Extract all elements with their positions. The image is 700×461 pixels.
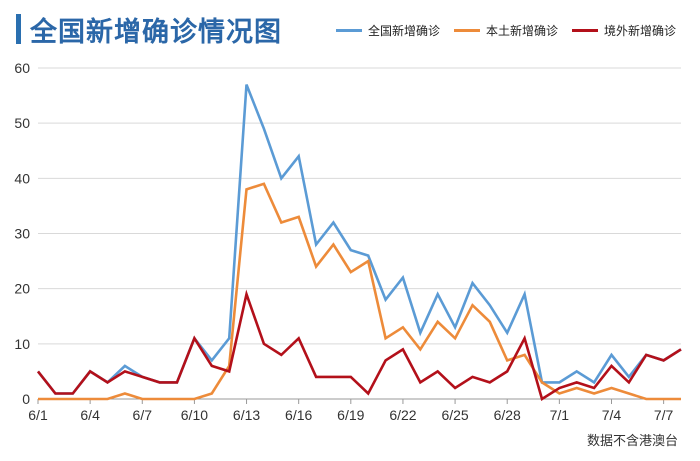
series-lines — [36, 84, 682, 402]
legend: 全国新增确诊 本土新增确诊 境外新增确诊 — [335, 22, 676, 39]
x-tick-label-6/28: 6/28 — [494, 407, 521, 423]
series-line-local — [38, 182, 681, 401]
x-tick-label-6/19: 6/19 — [337, 407, 364, 423]
data-note: 数据不含港澳台 — [586, 433, 678, 448]
y-tick-label-50: 50 — [14, 115, 30, 131]
series-line-imported — [36, 289, 682, 402]
legend-swatch-local — [453, 29, 480, 32]
legend-swatch-imported — [571, 29, 598, 32]
y-tick-label-10: 10 — [14, 336, 30, 352]
y-tick-label-40: 40 — [14, 170, 30, 186]
x-tick-label-6/13: 6/13 — [233, 407, 260, 423]
x-tick-label-6/22: 6/22 — [389, 407, 416, 423]
x-tick-label-6/10: 6/10 — [181, 407, 208, 423]
x-tick-label-6/25: 6/25 — [441, 407, 468, 423]
legend-label-local: 本土新增确诊 — [485, 24, 558, 38]
x-tick-label-6/4: 6/4 — [80, 407, 100, 423]
legend-swatch-national — [335, 29, 362, 32]
x-tick-label-7/4: 7/4 — [602, 407, 622, 423]
legend-item-local: 本土新增确诊 — [453, 22, 558, 39]
legend-item-national: 全国新增确诊 — [335, 22, 440, 39]
y-tick-label-0: 0 — [22, 391, 30, 407]
x-axis: 6/1 6/4 6/7 6/10 6/13 6/16 6/19 6/22 6/25 6/28 7/1… — [28, 399, 674, 423]
y-tick-label-30: 30 — [14, 226, 30, 242]
title-accent-bar — [16, 14, 21, 44]
x-tick-label-6/7: 6/7 — [133, 407, 153, 423]
legend-label-imported: 境外新增确诊 — [603, 24, 676, 38]
x-tick-label-6/1: 6/1 — [28, 407, 48, 423]
legend-item-imported: 境外新增确诊 — [571, 22, 676, 39]
x-tick-label-7/1: 7/1 — [550, 407, 570, 423]
series-line-national — [36, 84, 682, 395]
y-tick-label-20: 20 — [14, 281, 30, 297]
chart-title: 全国新增确诊情况图 — [30, 17, 282, 47]
x-tick-label-7/7: 7/7 — [654, 407, 674, 423]
x-tick-label-6/16: 6/16 — [285, 407, 312, 423]
legend-label-national: 全国新增确诊 — [367, 24, 440, 38]
gridlines — [38, 67, 681, 400]
y-tick-label-60: 60 — [14, 60, 30, 76]
y-axis: 0 10 20 30 40 50 60 — [14, 60, 30, 407]
